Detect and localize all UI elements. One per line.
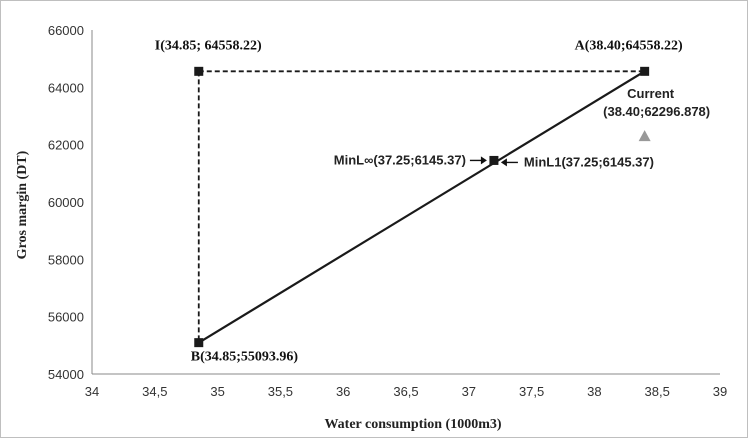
- x-axis-title: Water consumption (1000m3): [324, 417, 501, 432]
- y-tick-label: 60000: [48, 195, 84, 210]
- data-points: [194, 66, 651, 348]
- point-marker-b: [194, 338, 204, 348]
- y-tick-label: 54000: [48, 367, 84, 382]
- axes: [91, 30, 720, 375]
- x-tick-label: 34,5: [142, 384, 167, 399]
- y-tick-label: 64000: [48, 80, 84, 95]
- x-tick-label: 38,5: [645, 384, 670, 399]
- x-tick-label: 37: [462, 384, 476, 399]
- point-label-minl1: MinL1(37.25;6145.37): [524, 154, 654, 169]
- point-marker-a: [640, 66, 650, 76]
- point-label-a: A(38.40;64558.22): [575, 38, 683, 53]
- x-tick-label: 37,5: [519, 384, 544, 399]
- x-tick-labels: 34 34,5 35 35,5 36 36,5 37 37,5 38 38,5 39: [85, 384, 727, 399]
- arrow-head-minl-inf: [480, 156, 487, 165]
- point-marker-minl: [489, 155, 499, 165]
- point-label-current: Current: [627, 86, 675, 101]
- y-tick-labels: 54000 56000 58000 60000 62000 64000 66000: [48, 23, 84, 382]
- point-label-i: I(34.85; 64558.22): [155, 38, 262, 53]
- x-tick-label: 36,5: [393, 384, 418, 399]
- solid-line-b-a: [198, 70, 646, 344]
- point-marker-current: [638, 130, 651, 142]
- y-tick-label: 56000: [48, 310, 84, 325]
- x-tick-label: 36: [336, 384, 350, 399]
- y-tick-label: 62000: [48, 138, 84, 153]
- point-annotations: I(34.85; 64558.22) A(38.40;64558.22) B(34.…: [155, 38, 710, 364]
- point-marker-i: [194, 66, 204, 76]
- x-tick-label: 35: [210, 384, 224, 399]
- point-label-current-coords: (38.40;62296.878): [603, 104, 710, 119]
- arrow-head-minl1: [500, 158, 507, 167]
- x-tick-label: 39: [713, 384, 727, 399]
- triangle-lines: [197, 70, 646, 344]
- x-tick-label: 38: [587, 384, 601, 399]
- point-label-minl-inf: MinL∞(37.25;6145.37): [334, 152, 466, 167]
- y-tick-label: 58000: [48, 252, 84, 267]
- y-axis-title: Gros margin (DT): [15, 150, 30, 259]
- x-tick-label: 35,5: [268, 384, 293, 399]
- x-tick-label: 34: [85, 384, 99, 399]
- point-label-b: B(34.85;55093.96): [191, 350, 299, 365]
- y-tick-label: 66000: [48, 23, 84, 38]
